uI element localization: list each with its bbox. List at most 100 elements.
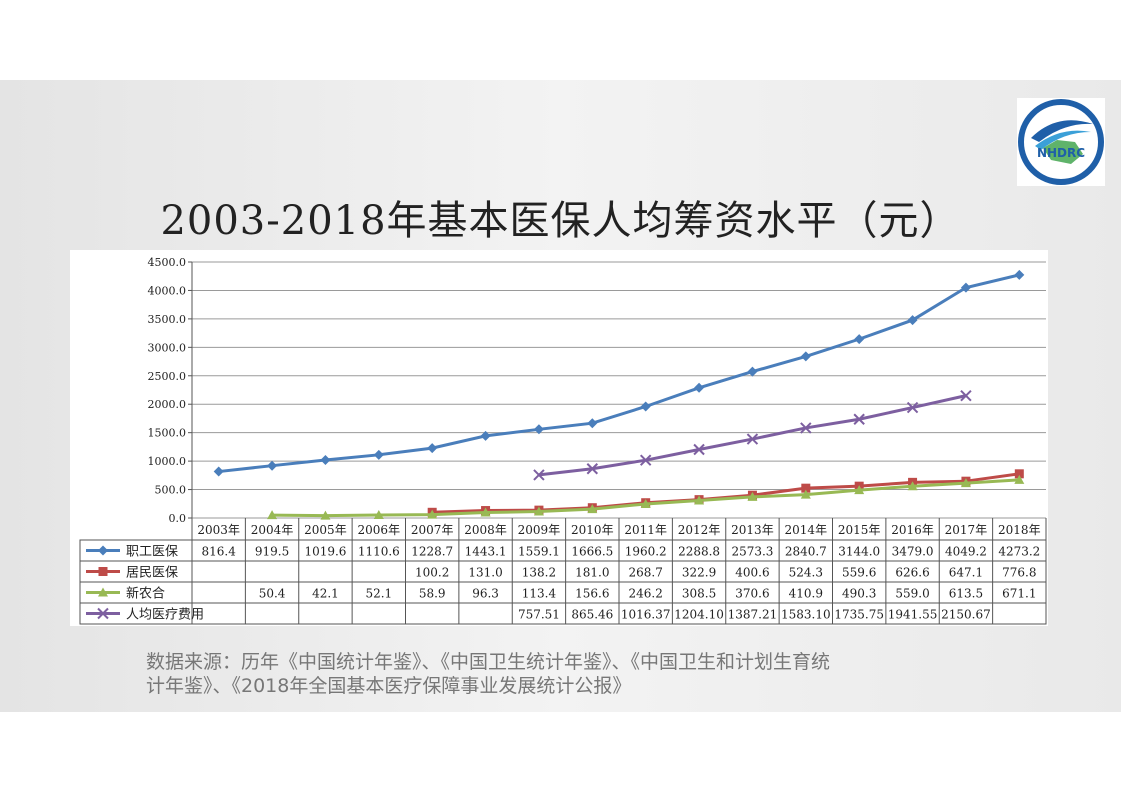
data-point [960,389,972,402]
data-point [373,510,384,520]
data-point [213,466,224,477]
data-point [533,506,544,516]
table-cell: 1583.10 [781,608,831,622]
y-tick-label: 2000.0 [148,398,187,411]
data-point [427,509,438,519]
legend-marker [98,587,108,597]
y-tick-label: 4500.0 [148,256,187,269]
table-cell: 1735.75 [834,608,884,622]
table-cell: 58.9 [419,587,446,601]
table-cell: 2150.67 [941,608,991,622]
data-point [746,433,759,445]
line-chart: 0.0 500.0 1000.0 1500.0 2000.0 2500.0 3000.0 35… [79,256,1047,625]
legend-label: 新农合 [126,586,165,602]
table-cell: 816.4 [202,545,237,559]
data-point [586,463,599,475]
data-point [640,498,651,508]
data-point [587,418,598,429]
table-cell: 613.5 [949,587,983,601]
table-cell: 559.0 [895,587,929,601]
y-tick-label: 2500.0 [148,370,187,383]
x-tick-label: 2012年 [678,523,721,537]
table-cell: 865.46 [571,608,613,622]
table-cell: 626.6 [895,566,929,580]
table-cell: 1443.1 [465,545,507,559]
y-tick-label: 0.0 [169,512,187,525]
data-point [747,491,758,501]
x-tick-label: 2014年 [785,523,828,537]
table-cell: 4049.2 [945,545,987,559]
data-point [533,469,545,481]
table-cell: 410.9 [789,587,823,601]
table-cell: 1960.2 [625,545,667,559]
x-tick-label: 2006年 [358,523,401,537]
table-cell: 559.6 [842,566,876,580]
data-point [693,443,705,456]
table-cell: 1387.21 [728,608,778,622]
data-point [800,422,812,434]
data-point [854,334,865,345]
table-cell: 647.1 [949,566,983,580]
data-point [427,443,438,454]
series-line-0 [218,273,1020,474]
table-cell: 96.3 [472,587,499,601]
table-cell: 524.3 [789,566,823,580]
table-cell: 2573.3 [731,545,773,559]
data-point [587,504,598,514]
y-tick-label: 3500.0 [148,313,187,326]
data-point [533,424,544,435]
data-point [853,413,865,425]
x-tick-label: 2003年 [197,523,240,537]
data-point [267,460,278,471]
series-line-1 [432,472,1020,514]
table-cell: 1228.7 [411,545,453,559]
table-cell: 671.1 [1002,587,1036,601]
source-line-2: 计年鉴》、《2018年全国基本医疗保障事业发展统计公报》 [146,675,632,697]
table-cell: 1204.10 [674,608,724,622]
x-tick-label: 2017年 [945,523,988,537]
data-point [800,489,811,499]
data-point [640,401,651,412]
table-cell: 2840.7 [785,545,827,559]
data-point [694,495,705,505]
x-tick-label: 2016年 [891,523,934,537]
data-point [480,430,491,441]
data-point [267,510,278,520]
table-cell: 100.2 [415,566,449,580]
slide-title: 2003-2018年基本医保人均筹资水平（元） [160,198,961,244]
legend-marker [98,545,108,556]
y-tick-label: 3000.0 [148,341,187,354]
table-cell: 490.3 [842,587,876,601]
table-cell: 138.2 [522,566,556,580]
x-tick-label: 2004年 [251,523,294,537]
table-cell: 1941.55 [888,608,938,622]
table-cell: 1666.5 [571,545,613,559]
x-tick-label: 2007年 [411,523,454,537]
table-cell: 2288.8 [678,545,720,559]
table-cell: 3479.0 [892,545,934,559]
table-cell: 919.5 [255,545,289,559]
table-cell: 757.51 [518,608,560,622]
data-point [747,366,758,377]
table-cell: 131.0 [468,566,502,580]
table-cell: 1019.6 [304,545,346,559]
legend-label: 职工医保 [126,545,178,560]
table-cell: 776.8 [1002,566,1036,580]
table-cell: 322.9 [682,566,716,580]
legend-label: 居民医保 [126,566,178,581]
table-cell: 3144.0 [838,545,880,559]
table-cell: 1016.37 [621,608,671,622]
y-tick-label: 4000.0 [148,284,187,297]
data-point [639,454,652,466]
y-tick-label: 1500.0 [148,427,187,440]
source-line-1: 数据来源：历年《中国统计年鉴》、《中国卫生统计年鉴》、《中国卫生和计划生育统 [146,651,831,673]
table-cell: 181.0 [575,566,609,580]
data-point [907,315,918,326]
x-tick-label: 2018年 [998,523,1041,537]
data-point [320,510,331,520]
data-point [960,478,971,488]
legend-label: 人均医疗费用 [126,608,204,623]
x-tick-label: 2015年 [838,523,881,537]
table-cell: 52.1 [365,587,392,601]
data-point [1014,474,1025,484]
